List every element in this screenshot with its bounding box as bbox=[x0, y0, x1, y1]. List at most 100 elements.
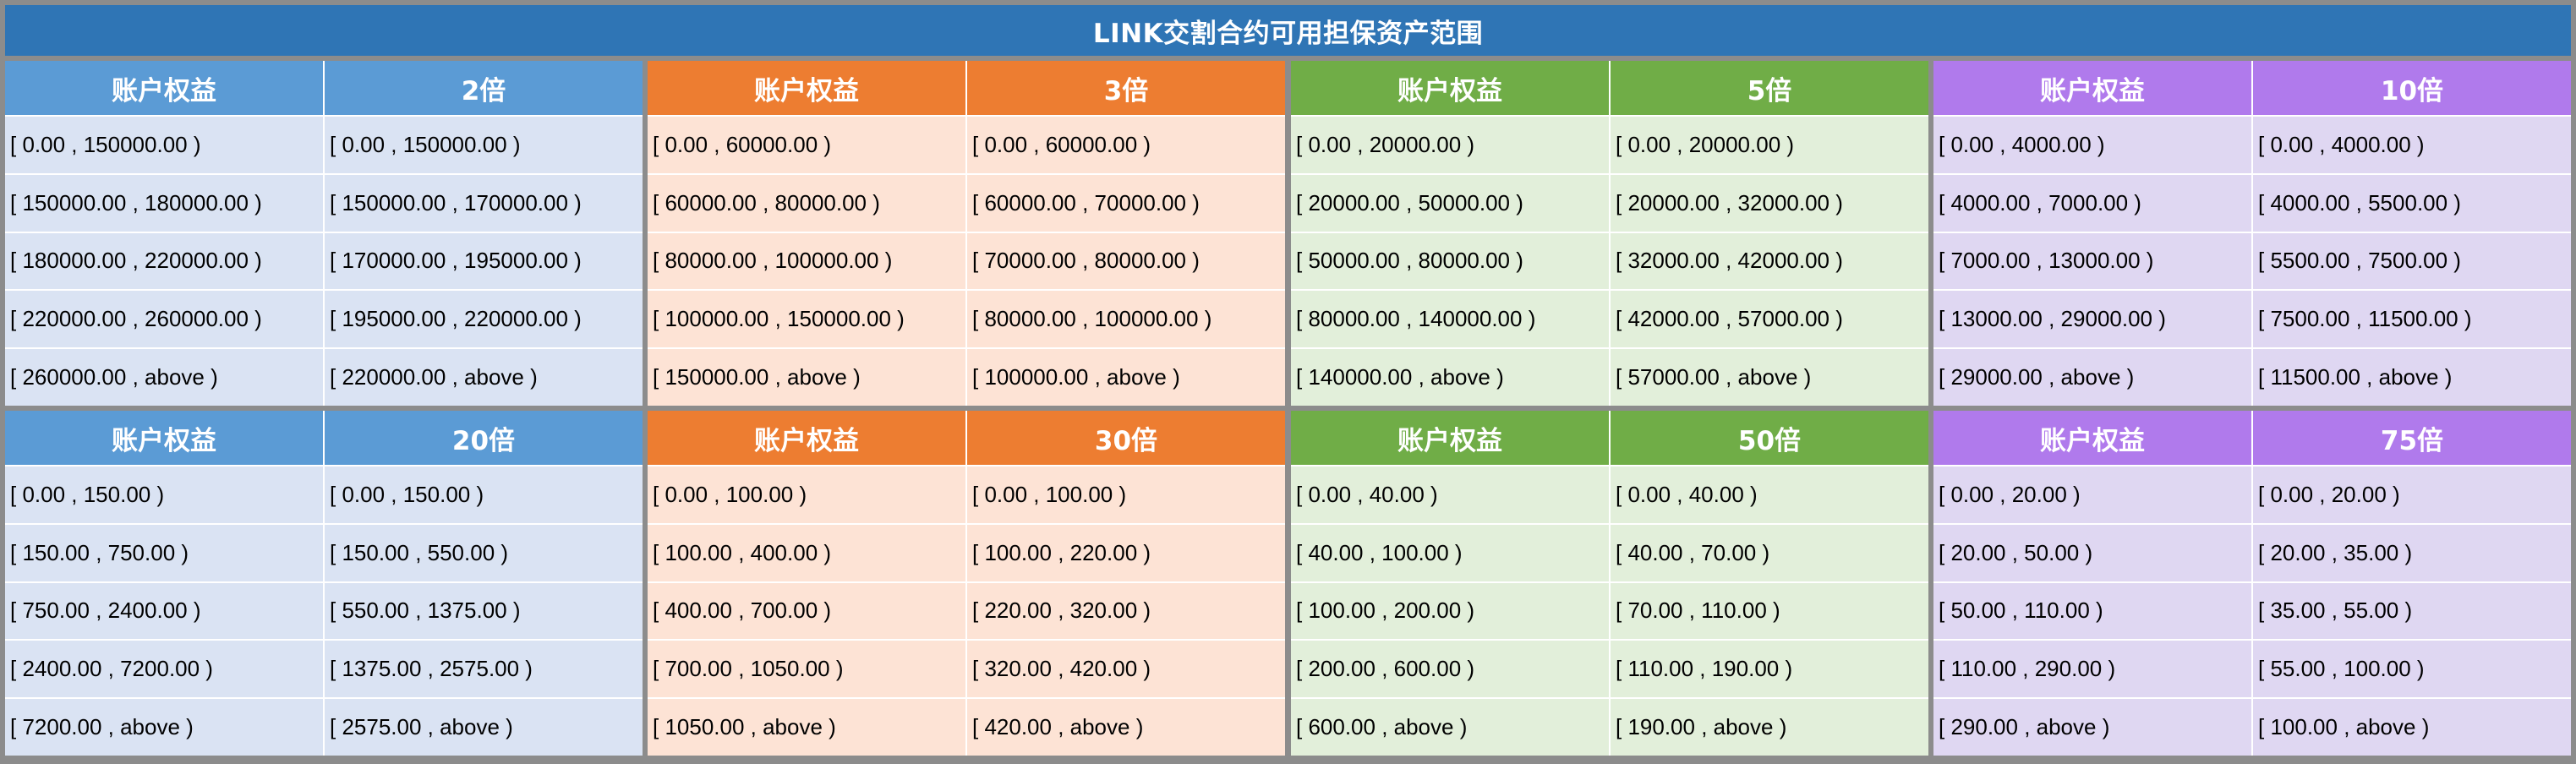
equity-range-cell: [ 700.00 , 1050.00 ) bbox=[653, 656, 844, 682]
table-row: [ 700.00 , 1050.00 ) [ 320.00 , 420.00 ) bbox=[648, 639, 1285, 697]
collateral-range-cell: [ 2575.00 , above ) bbox=[323, 699, 643, 756]
collateral-range-cell: [ 57000.00 , above ) bbox=[1609, 349, 1928, 406]
collateral-range-cell: [ 195000.00 , 220000.00 ) bbox=[323, 291, 643, 347]
equity-range-cell: [ 20000.00 , 50000.00 ) bbox=[1296, 189, 1523, 216]
table-row: [ 0.00 , 4000.00 ) [ 0.00 , 4000.00 ) bbox=[1933, 115, 2571, 173]
table-row: [ 29000.00 , above ) [ 11500.00 , above ) bbox=[1933, 347, 2571, 406]
equity-range-cell: [ 7000.00 , 13000.00 ) bbox=[1939, 248, 2154, 274]
collateral-range-cell: [ 420.00 , above ) bbox=[965, 699, 1285, 756]
table-row: [ 0.00 , 20000.00 ) [ 0.00 , 20000.00 ) bbox=[1291, 115, 1928, 173]
collateral-range-cell: [ 1375.00 , 2575.00 ) bbox=[323, 641, 643, 697]
leverage-table-2倍: 账户权益 2倍[ 0.00 , 150000.00 )[ 0.00 , 15000… bbox=[5, 61, 643, 406]
table-row: [ 750.00 , 2400.00 ) [ 550.00 , 1375.00 ) bbox=[5, 581, 643, 640]
equity-range-cell: [ 180000.00 , 220000.00 ) bbox=[10, 248, 262, 274]
table-row: [ 400.00 , 700.00 ) [ 220.00 , 320.00 ) bbox=[648, 581, 1285, 640]
equity-range-cell: [ 100000.00 , 150000.00 ) bbox=[653, 306, 905, 332]
collateral-range-cell: [ 40.00 , 70.00 ) bbox=[1609, 524, 1928, 581]
equity-column-header: 账户权益 bbox=[1397, 425, 1502, 456]
leverage-column-header: 30倍 bbox=[965, 411, 1285, 465]
collateral-range-cell: [ 150.00 , 550.00 ) bbox=[323, 524, 643, 581]
collateral-range-cell: [ 100.00 , above ) bbox=[2251, 699, 2571, 756]
collateral-range-cell: [ 220000.00 , above ) bbox=[323, 349, 643, 406]
table-row: [ 0.00 , 100.00 ) [ 0.00 , 100.00 ) bbox=[648, 465, 1285, 523]
leverage-table-75倍: 账户权益 75倍[ 0.00 , 20.00 )[ 0.00 , 20.00 )[… bbox=[1933, 411, 2571, 756]
equity-range-cell: [ 7200.00 , above ) bbox=[10, 713, 194, 739]
table-row: [ 100.00 , 400.00 ) [ 100.00 , 220.00 ) bbox=[648, 522, 1285, 581]
leverage-table-5倍: 账户权益 5倍[ 0.00 , 20000.00 )[ 0.00 , 20000.… bbox=[1291, 61, 1928, 406]
table-row: [ 200.00 , 600.00 ) [ 110.00 , 190.00 ) bbox=[1291, 639, 1928, 697]
table-row: [ 80000.00 , 100000.00 ) [ 70000.00 , 800… bbox=[648, 231, 1285, 290]
table-header-row: 账户权益 20倍 bbox=[5, 411, 643, 465]
table-row: [ 0.00 , 20.00 ) [ 0.00 , 20.00 ) bbox=[1933, 465, 2571, 523]
table-row: [ 40.00 , 100.00 ) [ 40.00 , 70.00 ) bbox=[1291, 522, 1928, 581]
equity-range-cell: [ 50.00 , 110.00 ) bbox=[1939, 598, 2103, 624]
collateral-range-cell: [ 170000.00 , 195000.00 ) bbox=[323, 232, 643, 290]
collateral-range-cell: [ 320.00 , 420.00 ) bbox=[965, 641, 1285, 697]
leverage-table-30倍: 账户权益 30倍[ 0.00 , 100.00 )[ 0.00 , 100.00 … bbox=[648, 411, 1285, 756]
table-row: [ 290.00 , above ) [ 100.00 , above ) bbox=[1933, 697, 2571, 756]
equity-range-cell: [ 80000.00 , 100000.00 ) bbox=[653, 248, 893, 274]
table-row: [ 13000.00 , 29000.00 ) [ 7500.00 , 11500… bbox=[1933, 289, 2571, 347]
collateral-range-cell: [ 150000.00 , 170000.00 ) bbox=[323, 174, 643, 232]
table-row: [ 220000.00 , 260000.00 ) [ 195000.00 , 2… bbox=[5, 289, 643, 347]
table-row: [ 0.00 , 40.00 ) [ 0.00 , 40.00 ) bbox=[1291, 465, 1928, 523]
table-header-row: 账户权益 3倍 bbox=[648, 61, 1285, 115]
equity-range-cell: [ 0.00 , 100.00 ) bbox=[653, 481, 807, 507]
equity-range-cell: [ 20.00 , 50.00 ) bbox=[1939, 539, 2093, 565]
equity-range-cell: [ 750.00 , 2400.00 ) bbox=[10, 598, 201, 624]
table-row: [ 150000.00 , 180000.00 ) [ 150000.00 , 1… bbox=[5, 172, 643, 232]
table-row: [ 150000.00 , above ) [ 100000.00 , above… bbox=[648, 347, 1285, 406]
equity-range-cell: [ 40.00 , 100.00 ) bbox=[1296, 539, 1463, 565]
collateral-range-cell: [ 70.00 , 110.00 ) bbox=[1609, 582, 1928, 640]
collateral-range-cell: [ 7500.00 , 11500.00 ) bbox=[2251, 291, 2571, 347]
collateral-range-cell: [ 0.00 , 4000.00 ) bbox=[2251, 117, 2571, 173]
collateral-range-cell: [ 5500.00 , 7500.00 ) bbox=[2251, 232, 2571, 290]
equity-range-cell: [ 60000.00 , 80000.00 ) bbox=[653, 189, 880, 216]
collateral-range-cell: [ 0.00 , 100.00 ) bbox=[965, 467, 1285, 523]
equity-column-header: 账户权益 bbox=[112, 425, 216, 456]
equity-range-cell: [ 0.00 , 150000.00 ) bbox=[10, 131, 201, 157]
equity-range-cell: [ 0.00 , 150.00 ) bbox=[10, 481, 165, 507]
table-row: [ 600.00 , above ) [ 190.00 , above ) bbox=[1291, 697, 1928, 756]
collateral-range-cell: [ 55.00 , 100.00 ) bbox=[2251, 641, 2571, 697]
collateral-range-cell: [ 20000.00 , 32000.00 ) bbox=[1609, 174, 1928, 232]
collateral-range-cell: [ 220.00 , 320.00 ) bbox=[965, 582, 1285, 640]
equity-range-cell: [ 29000.00 , above ) bbox=[1939, 363, 2135, 390]
collateral-range-cell: [ 0.00 , 150.00 ) bbox=[323, 467, 643, 523]
collateral-range-cell: [ 42000.00 , 57000.00 ) bbox=[1609, 291, 1928, 347]
collateral-range-cell: [ 0.00 , 150000.00 ) bbox=[323, 117, 643, 173]
equity-range-cell: [ 0.00 , 40.00 ) bbox=[1296, 481, 1438, 507]
leverage-table-10倍: 账户权益 10倍[ 0.00 , 4000.00 )[ 0.00 , 4000.0… bbox=[1933, 61, 2571, 406]
table-row: [ 260000.00 , above ) [ 220000.00 , above… bbox=[5, 347, 643, 406]
equity-range-cell: [ 50000.00 , 80000.00 ) bbox=[1296, 248, 1523, 274]
table-row: [ 4000.00 , 7000.00 ) [ 4000.00 , 5500.00… bbox=[1933, 172, 2571, 232]
table-row: [ 0.00 , 150.00 ) [ 0.00 , 150.00 ) bbox=[5, 465, 643, 523]
page-title: LINK交割合约可用担保资产范围 bbox=[5, 5, 2571, 56]
equity-range-cell: [ 80000.00 , 140000.00 ) bbox=[1296, 306, 1536, 332]
table-row: [ 50.00 , 110.00 ) [ 35.00 , 55.00 ) bbox=[1933, 581, 2571, 640]
equity-range-cell: [ 600.00 , above ) bbox=[1296, 713, 1468, 739]
leverage-table-20倍: 账户权益 20倍[ 0.00 , 150.00 )[ 0.00 , 150.00 … bbox=[5, 411, 643, 756]
collateral-range-cell: [ 110.00 , 190.00 ) bbox=[1609, 641, 1928, 697]
equity-range-cell: [ 140000.00 , above ) bbox=[1296, 363, 1504, 390]
leverage-table-50倍: 账户权益 50倍[ 0.00 , 40.00 )[ 0.00 , 40.00 )[… bbox=[1291, 411, 1928, 756]
collateral-range-cell: [ 190.00 , above ) bbox=[1609, 699, 1928, 756]
leverage-column-header: 3倍 bbox=[965, 61, 1285, 115]
leverage-column-header: 75倍 bbox=[2251, 411, 2571, 465]
table-header-row: 账户权益 10倍 bbox=[1933, 61, 2571, 115]
equity-range-cell: [ 150000.00 , 180000.00 ) bbox=[10, 189, 262, 216]
table-row: [ 20.00 , 50.00 ) [ 20.00 , 35.00 ) bbox=[1933, 522, 2571, 581]
table-row: [ 100.00 , 200.00 ) [ 70.00 , 110.00 ) bbox=[1291, 581, 1928, 640]
table-row: [ 7000.00 , 13000.00 ) [ 5500.00 , 7500.0… bbox=[1933, 231, 2571, 290]
equity-range-cell: [ 110.00 , 290.00 ) bbox=[1939, 656, 2116, 682]
equity-range-cell: [ 150000.00 , above ) bbox=[653, 363, 861, 390]
equity-column-header: 账户权益 bbox=[754, 75, 859, 106]
collateral-range-cell: [ 80000.00 , 100000.00 ) bbox=[965, 291, 1285, 347]
collateral-range-cell: [ 0.00 , 40.00 ) bbox=[1609, 467, 1928, 523]
table-row: [ 80000.00 , 140000.00 ) [ 42000.00 , 570… bbox=[1291, 289, 1928, 347]
collateral-range-cell: [ 11500.00 , above ) bbox=[2251, 349, 2571, 406]
collateral-range-cell: [ 550.00 , 1375.00 ) bbox=[323, 582, 643, 640]
collateral-range-cell: [ 100000.00 , above ) bbox=[965, 349, 1285, 406]
collateral-range-cell: [ 32000.00 , 42000.00 ) bbox=[1609, 232, 1928, 290]
table-row: [ 150.00 , 750.00 ) [ 150.00 , 550.00 ) bbox=[5, 522, 643, 581]
